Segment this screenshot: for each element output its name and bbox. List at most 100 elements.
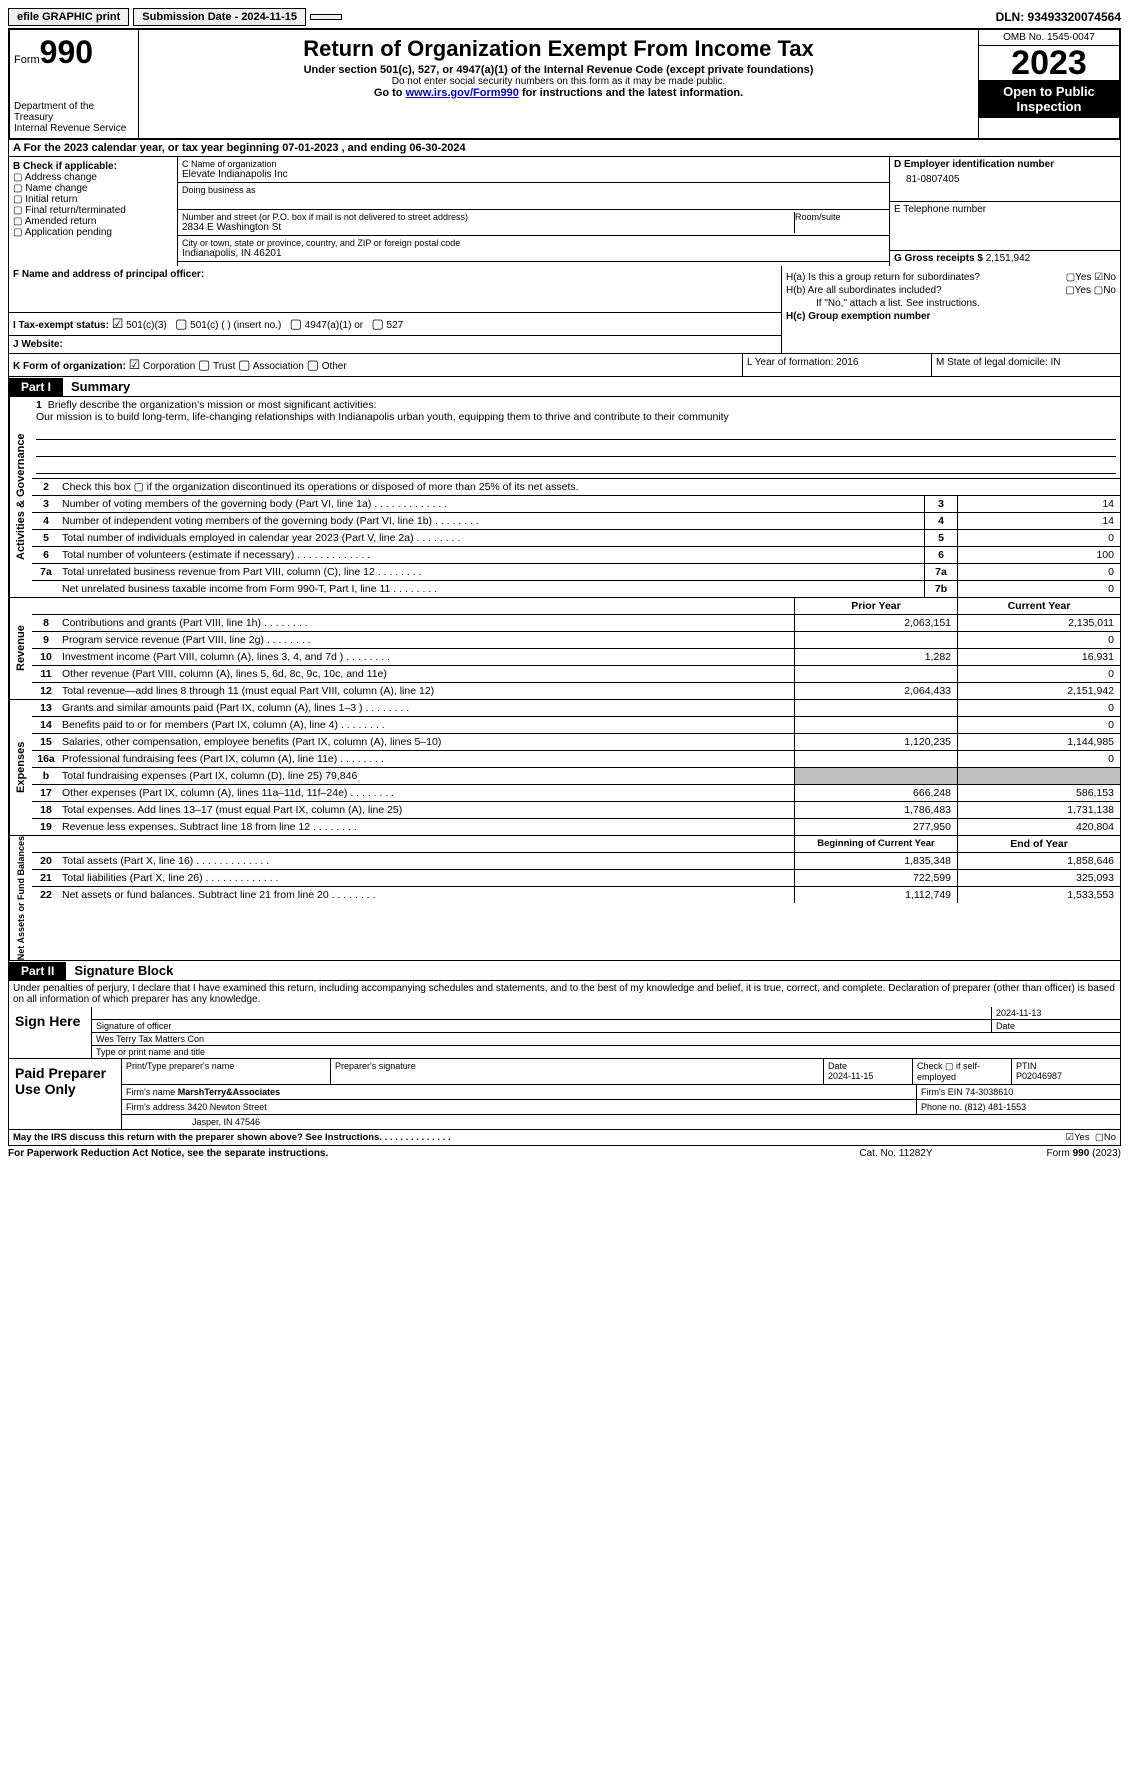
form-990: 990 — [40, 34, 93, 70]
l18-p: 1,786,483 — [794, 802, 957, 818]
na-body: Beginning of Current YearEnd of Year 20T… — [32, 836, 1120, 960]
l13-desc: Grants and similar amounts paid (Part IX… — [60, 700, 794, 716]
l8-p: 2,063,151 — [794, 615, 957, 631]
hb-lbl: H(b) Are all subordinates included? — [786, 285, 942, 296]
line-11: 11Other revenue (Part VIII, column (A), … — [32, 666, 1120, 683]
row-j-lbl: J Website: — [13, 339, 63, 350]
check-trust[interactable]: ▢ — [198, 357, 210, 372]
line-12: 12Total revenue—add lines 8 through 11 (… — [32, 683, 1120, 699]
footer-form: Form 990 (2023) — [971, 1148, 1121, 1159]
sign-block: Sign Here 2024-11-13 Signature of office… — [8, 1007, 1121, 1059]
prep-ptin: P02046987 — [1016, 1071, 1062, 1081]
sig-name: Wes Terry Tax Matters Con — [92, 1033, 1120, 1045]
l17-p: 666,248 — [794, 785, 957, 801]
check-address-lbl: Address change — [25, 172, 97, 183]
line-3: 3Number of voting members of the governi… — [32, 496, 1120, 513]
check-501c3[interactable]: ☑ — [112, 316, 124, 331]
sign-row-name: Wes Terry Tax Matters Con — [92, 1033, 1120, 1046]
check-assoc[interactable]: ▢ — [238, 357, 250, 372]
street-lbl: Number and street (or P.O. box if mail i… — [182, 212, 794, 222]
prep-addr2: Jasper, IN 47546 — [122, 1115, 1120, 1129]
col-b-label: B Check if applicable: — [13, 161, 173, 172]
sign-row-name-lbl: Type or print name and title — [92, 1046, 1120, 1058]
l15-p: 1,120,235 — [794, 734, 957, 750]
line-19: 19Revenue less expenses. Subtract line 1… — [32, 819, 1120, 835]
part2-tag: Part II — [9, 962, 66, 980]
uline1 — [36, 425, 1116, 440]
city-cell: City or town, state or province, country… — [178, 236, 889, 262]
na-section: Net Assets or Fund Balances Beginning of… — [8, 836, 1121, 961]
section-fh: F Name and address of principal officer:… — [8, 266, 1121, 354]
line-15: 15Salaries, other compensation, employee… — [32, 734, 1120, 751]
org-name-cell: C Name of organization Elevate Indianapo… — [178, 157, 889, 183]
check-4947[interactable]: ▢ — [290, 316, 302, 331]
header-block: Form990 Department of the Treasury Inter… — [8, 28, 1121, 140]
check-other[interactable]: ▢ — [307, 357, 319, 372]
prep-row-4: Jasper, IN 47546 — [122, 1115, 1120, 1129]
ha-yn: ▢Yes ☑No — [1066, 272, 1116, 283]
prep-firm-lbl: Firm's name — [126, 1087, 178, 1097]
ein: 81-0807405 — [894, 170, 1116, 185]
vtab-na: Net Assets or Fund Balances — [9, 836, 32, 960]
org-name-lbl: C Name of organization — [182, 159, 885, 169]
l16b-c — [957, 768, 1120, 784]
line-16a: 16aProfessional fundraising fees (Part I… — [32, 751, 1120, 768]
form-word: Form — [14, 54, 40, 66]
prep-phone-cell: Phone no. (812) 481-1553 — [917, 1100, 1120, 1114]
prep-firm-cell: Firm's name MarshTerry&Associates — [122, 1085, 917, 1099]
dba-cell: Doing business as — [178, 183, 889, 210]
part2-header: Part II Signature Block — [8, 961, 1121, 981]
l11-p — [794, 666, 957, 682]
footer-yes: Yes — [1074, 1132, 1090, 1143]
goto-link[interactable]: www.irs.gov/Form990 — [406, 87, 519, 99]
check-amended[interactable]: ▢ Amended return — [13, 216, 173, 227]
l16a-c: 0 — [957, 751, 1120, 767]
prep-date-lbl: Date — [828, 1061, 847, 1071]
sig-officer-lbl: Signature of officer — [92, 1020, 992, 1032]
line-21: 21Total liabilities (Part X, line 26)722… — [32, 870, 1120, 887]
street-row: Number and street (or P.O. box if mail i… — [178, 210, 889, 236]
l5-val: 0 — [957, 530, 1120, 546]
check-name[interactable]: ▢ Name change — [13, 183, 173, 194]
hb-line: H(b) Are all subordinates included? ▢Yes… — [786, 285, 1116, 296]
ein-cell: D Employer identification number 81-0807… — [890, 157, 1120, 202]
line-5: 5Total number of individuals employed in… — [32, 530, 1120, 547]
l19-p: 277,950 — [794, 819, 957, 835]
l10-p: 1,282 — [794, 649, 957, 665]
check-final[interactable]: ▢ Final return/terminated — [13, 205, 173, 216]
prep-check: Check ▢ if self-employed — [913, 1059, 1012, 1084]
check-corp[interactable]: ☑ — [129, 357, 141, 372]
prep-name-lbl: Print/Type preparer's name — [122, 1059, 331, 1084]
phone-lbl: E Telephone number — [894, 204, 1116, 215]
l11-c: 0 — [957, 666, 1120, 682]
uline2 — [36, 442, 1116, 457]
prep-date-cell: Date2024-11-15 — [824, 1059, 913, 1084]
col-h: H(a) Is this a group return for subordin… — [782, 266, 1120, 353]
sign-here-label: Sign Here — [9, 1007, 92, 1058]
prep-row-3: Firm's address 3420 Newton Street Phone … — [122, 1100, 1120, 1115]
sign-row-date: 2024-11-13 — [92, 1007, 1120, 1020]
l15-desc: Salaries, other compensation, employee b… — [60, 734, 794, 750]
prep-phone-lbl: Phone no. — [921, 1102, 965, 1112]
l21-p: 722,599 — [794, 870, 957, 886]
check-address[interactable]: ▢ Address change — [13, 172, 173, 183]
check-527[interactable]: ▢ — [371, 316, 383, 331]
check-initial[interactable]: ▢ Initial return — [13, 194, 173, 205]
header-left: Form990 Department of the Treasury Inter… — [10, 30, 139, 138]
prep-date: 2024-11-15 — [828, 1071, 873, 1081]
l22-desc: Net assets or fund balances. Subtract li… — [60, 887, 794, 903]
l19-c: 420,804 — [957, 819, 1120, 835]
row-k: K Form of organization: ☑ Corporation ▢ … — [8, 354, 1121, 377]
check-final-lbl: Final return/terminated — [25, 205, 126, 216]
uline3 — [36, 459, 1116, 474]
room-lbl: Room/suite — [795, 212, 885, 222]
sig-declaration: Under penalties of perjury, I declare th… — [8, 981, 1121, 1007]
sig-name-lbl: Type or print name and title — [92, 1046, 1120, 1058]
row-j: J Website: — [9, 336, 781, 353]
check-501c[interactable]: ▢ — [175, 316, 187, 331]
l20-c: 1,858,646 — [957, 853, 1120, 869]
efile-button[interactable]: efile GRAPHIC print — [8, 8, 129, 26]
vtab-ag: Activities & Governance — [9, 397, 32, 597]
part1-header: Part I Summary — [8, 377, 1121, 397]
check-application[interactable]: ▢ Application pending — [13, 227, 173, 238]
